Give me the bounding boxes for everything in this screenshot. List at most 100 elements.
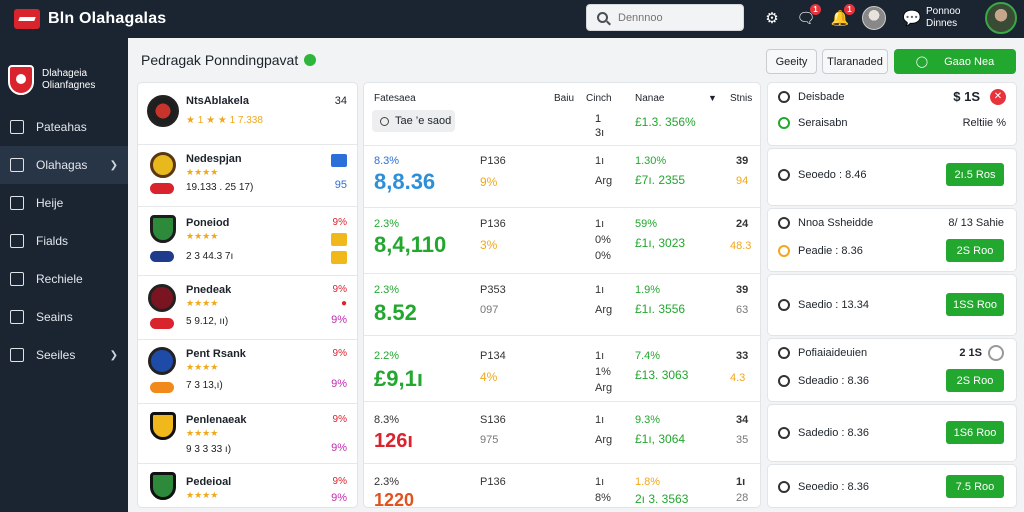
odds-button[interactable]: 2ı.5 Ros (946, 163, 1004, 186)
cell-price: £1ı, 3064 (635, 432, 686, 446)
user-avatar[interactable] (985, 2, 1017, 34)
chat-icon[interactable]: 🗨 1 (794, 4, 821, 30)
column-header[interactable]: Stnis (730, 93, 753, 104)
cell-price: £13. 3063 (635, 368, 689, 382)
header-button-primary[interactable]: ◯ Gaao Nea (894, 49, 1016, 74)
filter-chip[interactable]: Tae ’e saod (372, 110, 455, 132)
cell: 2.3% (374, 476, 400, 488)
odds-button[interactable]: 1S6 Roo (946, 421, 1004, 444)
table-row[interactable]: 2.2% £9,1ı P134 4% 1ı 1% Arg 7.4% £13. 3… (364, 336, 760, 402)
home-icon (10, 158, 24, 172)
cell: 35 (736, 434, 749, 446)
top-icons: ⚙ 🗨 1 🔔 1 💬 (760, 4, 934, 32)
cell: 975 (480, 434, 499, 446)
team-stars: ★★★★ (186, 298, 219, 308)
gear-icon (778, 217, 790, 229)
search-box[interactable] (586, 4, 744, 31)
cell-big-value: £9,1ı (374, 366, 423, 391)
team-badge-icon (150, 251, 174, 262)
sidebar-item-1[interactable]: Olahagas ❯ (0, 146, 128, 184)
table-row[interactable]: 2.3% 1220 P136 1ı 8% 1.8% 2ı 3. 3563 1ı … (364, 464, 760, 510)
search-input[interactable] (618, 11, 738, 24)
table-row[interactable]: 8.3% 8,8.36 P136 9% 1ı Arg 1.30% £7ı. 23… (364, 145, 760, 208)
column-header[interactable]: Baiu (554, 93, 575, 104)
sidebar-item-4[interactable]: Rechiele (0, 260, 128, 298)
user-name-line2: Dinnes (926, 18, 958, 29)
odds-row[interactable]: Seoedio : 8.36 7.5 Roo (768, 465, 1016, 507)
team-row[interactable]: Nedespjan ★★★★ 19.133 . 25 17) 95 (138, 145, 357, 207)
header-button-primary-label: Gaao Nea (944, 55, 995, 68)
team-name: Pnedeak (186, 284, 232, 296)
cell: 7.4% (635, 350, 661, 362)
column-header[interactable]: Fatesaea (374, 93, 416, 104)
cell: 4.3 (730, 372, 746, 384)
sidebar-item-2[interactable]: Heije (0, 184, 128, 222)
sort-down-icon[interactable]: ▼ (708, 93, 717, 103)
table-row[interactable]: 2.3% 8.52 P353 097 1ı Arg 1.9% £1ı. 3556… (364, 274, 760, 336)
cell: 1ı (595, 414, 605, 426)
team-logo-icon (150, 472, 176, 500)
cell: 24 (736, 218, 749, 230)
user-name[interactable]: Ponnoo Dinnes (926, 6, 960, 30)
odds-button[interactable]: 1SS Roo (946, 293, 1004, 316)
sidebar-item-5[interactable]: Seains (0, 298, 128, 336)
cell: 94 (736, 175, 749, 187)
cell: 2.3% (374, 284, 400, 296)
odds-row[interactable]: Saedio : 13.34 1SS Roo (768, 275, 1016, 335)
team-row[interactable]: Pnedeak ★★★★ 5 9.12, ıı) 9% ● 9% (138, 276, 357, 340)
column-header[interactable]: Cinch (586, 93, 612, 104)
close-icon[interactable] (988, 345, 1004, 361)
odds-row[interactable]: Sadedio : 8.36 1S6 Roo (768, 405, 1016, 461)
team-row[interactable]: NtsAblakela ★ 1 ★ ★ 1 7.338 34 (138, 83, 357, 145)
plus-icon: ◯ (915, 56, 929, 68)
cell: 1.9% (635, 284, 661, 296)
settings-icon[interactable]: ⚙ (765, 10, 779, 27)
odds-button[interactable]: 7.5 Roo (946, 475, 1004, 498)
odds-button[interactable]: 2S Roo (946, 369, 1004, 392)
column-header[interactable]: Nanae (635, 93, 665, 104)
odds-button[interactable]: 2S Roo (946, 239, 1004, 262)
cell: 097 (480, 304, 499, 316)
table-row[interactable]: 2.3% 8,4,110 P136 3% 1ı 0% 0% 59% £1ı, 3… (364, 208, 760, 274)
top-bar: Bln Olahagalas ⚙ 🗨1 🔔1 💬 Ponnoo Dinnes (0, 0, 1024, 38)
chevron-right-icon: ❯ (109, 159, 118, 171)
club-header[interactable]: Dlahageia Olianfagnes (0, 38, 128, 108)
chat-bubble-icon[interactable]: 💬 (902, 10, 922, 27)
cell: 1ı (595, 218, 605, 230)
cell-price: £1.3. 356% (635, 115, 696, 129)
cell: 1ı (595, 350, 605, 362)
team-value: 9% (331, 492, 347, 504)
team-row[interactable]: Penlenaeak ★★★★ 9 3 3 33 ı) 9% 9% (138, 404, 357, 464)
profile-avatar-small[interactable] (862, 6, 886, 30)
team-row[interactable]: Pedeioal ★★★★ 9% 9% (138, 464, 357, 507)
odds-label: Seoedio : 8.36 (798, 481, 869, 493)
odds-row[interactable]: Seoedo : 8.46 2ı.5 Ros (768, 149, 1016, 205)
brand[interactable]: Bln Olahagalas (14, 9, 166, 29)
sidebar-item-0[interactable]: Pateahas (0, 108, 128, 146)
team-meta: 19.133 . 25 17) (186, 182, 254, 193)
sidebar-item-6[interactable]: Seeiles ❯ (0, 336, 128, 374)
cell: 9.3% (635, 414, 661, 426)
table-row[interactable]: 8.3% 126ı S136 975 1ı Arg 9.3% £1ı, 3064… (364, 402, 760, 464)
cell: 8.3% (374, 414, 400, 426)
team-row[interactable]: Poneiod ★★★★ 2 3 44.3 7ı 9% (138, 207, 357, 276)
notification-icon[interactable]: 🔔 1 (828, 4, 855, 30)
team-pct: 9% (332, 217, 347, 228)
odds-label: Peadie : 8.36 (798, 245, 863, 257)
check-circle-icon (778, 117, 790, 129)
sidebar-item-label: Heije (36, 196, 64, 210)
team-row[interactable]: Pent Rsank ★★★★ 7 3 13,ı) 9% 9% (138, 340, 357, 404)
cell: P136 (480, 476, 506, 488)
sidebar-item-label: Fialds (36, 234, 69, 248)
header-button-2[interactable]: Tlaranaded (822, 49, 888, 74)
cell: P136 (480, 155, 506, 167)
club-name-line1: Dlahageia (42, 68, 88, 79)
odds-label: Sdeadio : 8.36 (798, 375, 869, 387)
cell: 28 (736, 492, 749, 504)
cell-big-value: 8,8.36 (374, 169, 436, 194)
coin-icon (778, 245, 790, 257)
sidebar-item-3[interactable]: Fialds (0, 222, 128, 260)
close-icon[interactable]: ✕ (990, 89, 1006, 105)
cell: 34 (736, 414, 749, 426)
header-button-1[interactable]: Geeity (766, 49, 817, 74)
